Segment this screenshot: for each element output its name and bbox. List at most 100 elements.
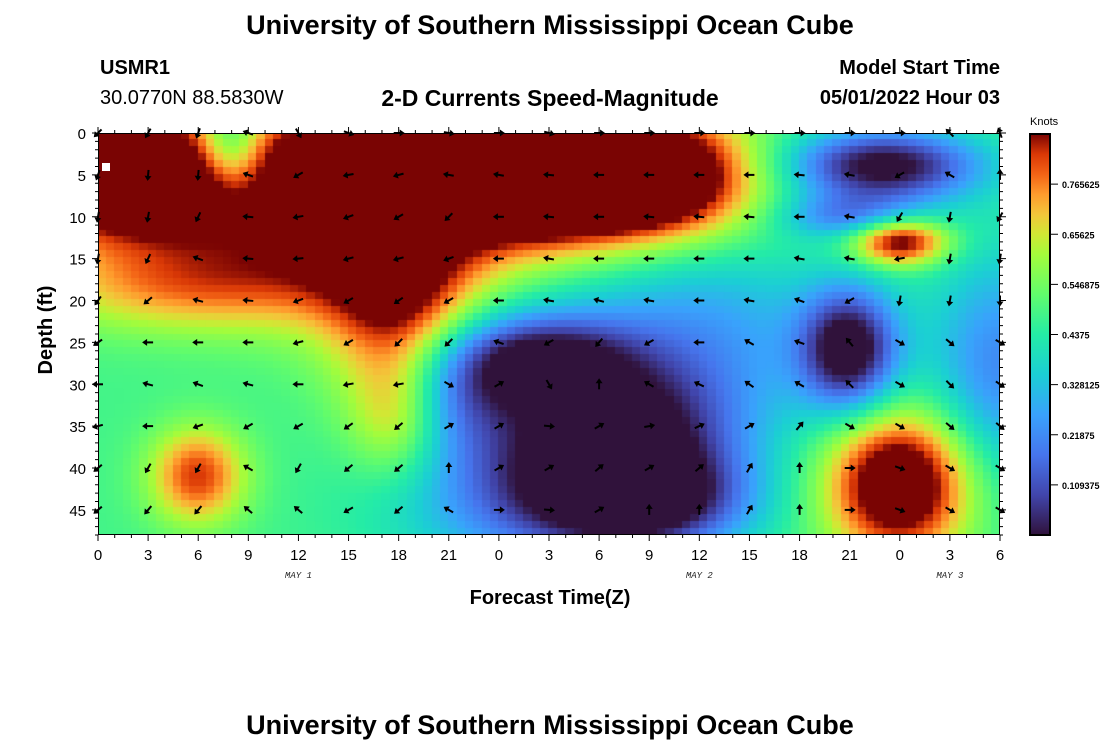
arrow-head <box>695 503 703 509</box>
arrow-head <box>493 338 500 346</box>
velocity-arrow <box>342 381 354 388</box>
velocity-arrow <box>543 339 554 346</box>
velocity-arrow <box>644 339 655 346</box>
velocity-arrow <box>144 169 152 181</box>
arrow-head <box>693 297 699 304</box>
arrow-head <box>94 258 102 265</box>
arrow-head <box>593 171 599 179</box>
velocity-arrow <box>494 380 505 388</box>
arrow-head <box>598 506 605 513</box>
arrow-head <box>93 507 100 514</box>
velocity-arrow <box>946 253 954 265</box>
arrow-head <box>443 297 450 305</box>
velocity-arrow <box>444 338 454 347</box>
velocity-arrow <box>242 380 254 388</box>
arrow-head <box>746 462 753 469</box>
arrow-head <box>194 216 201 223</box>
arrow-head <box>392 171 399 179</box>
x-tick-label: 6 <box>595 547 603 564</box>
velocity-arrow <box>793 171 805 179</box>
arrow-head <box>392 381 399 388</box>
arrow-head <box>843 254 850 262</box>
arrow-head <box>996 127 1003 134</box>
arrow-head <box>394 507 401 514</box>
velocity-arrow <box>944 171 955 179</box>
arrow-head <box>242 129 249 136</box>
arrow-head <box>242 213 248 221</box>
velocity-arrow <box>292 213 304 221</box>
arrow-head <box>948 424 955 430</box>
arrow-head <box>893 255 900 263</box>
velocity-arrow <box>492 213 504 221</box>
y-tick-label: 5 <box>78 168 86 185</box>
footer-title: University of Southern Mississippi Ocean… <box>246 710 854 740</box>
velocity-arrow <box>443 422 454 430</box>
velocity-arrow <box>743 255 755 263</box>
arrow-head <box>142 422 148 430</box>
y-axis-label: Depth (ft) <box>35 286 57 375</box>
velocity-arrow <box>845 380 854 389</box>
velocity-arrow <box>142 338 154 346</box>
velocity-arrow <box>793 338 805 346</box>
arrow-head <box>444 215 451 222</box>
arrow-head <box>793 296 800 304</box>
arrow-head <box>743 296 750 304</box>
arrow-head <box>946 258 954 265</box>
arrow-head <box>794 380 801 387</box>
day-label: MAY 3 <box>936 571 964 581</box>
arrow-head <box>949 507 956 514</box>
arrow-head <box>144 175 152 181</box>
x-axis-label: Forecast Time(Z) <box>470 587 631 609</box>
velocity-arrow <box>543 213 555 221</box>
arrow-head <box>144 217 152 223</box>
arrow-head <box>443 506 450 513</box>
velocity-arrow <box>392 381 404 388</box>
arrow-head <box>393 214 400 221</box>
arrow-head <box>898 381 905 388</box>
velocity-arrow <box>693 297 705 304</box>
arrow-head <box>593 296 600 304</box>
arrow-head <box>543 296 549 304</box>
arrow-head <box>843 171 850 179</box>
velocity-arrow <box>192 296 204 304</box>
velocity-arrow <box>894 171 905 179</box>
velocity-arrow <box>492 297 504 304</box>
velocity-arrow <box>945 464 956 472</box>
page-title: University of Southern Mississippi Ocean… <box>246 10 854 40</box>
velocity-arrow <box>292 297 304 305</box>
velocity-arrow <box>746 462 753 473</box>
arrow-head <box>645 503 653 509</box>
velocity-arrow <box>693 338 705 346</box>
arrow-head <box>293 506 300 512</box>
y-tick-label: 45 <box>69 503 86 520</box>
day-label: MAY 2 <box>686 571 714 581</box>
velocity-arrow <box>144 463 152 474</box>
arrow-head <box>294 467 301 474</box>
arrow-head <box>342 255 349 263</box>
arrow-head <box>648 464 655 471</box>
arrow-head <box>744 380 751 387</box>
arrow-head <box>194 175 202 181</box>
velocity-arrow <box>793 213 805 221</box>
velocity-arrow <box>194 211 202 223</box>
velocity-arrow <box>844 422 855 430</box>
velocity-arrow <box>593 296 605 304</box>
velocity-arrow <box>543 296 555 304</box>
arrow-head <box>595 340 602 347</box>
arrow-head <box>743 255 749 263</box>
arrow-head <box>999 507 1006 514</box>
arrow-head <box>793 338 800 346</box>
velocity-arrow <box>794 380 805 388</box>
arrow-head <box>744 338 751 345</box>
velocity-arrow <box>796 462 804 473</box>
arrow-head <box>144 258 151 265</box>
x-tick-label: 3 <box>946 547 954 564</box>
arrow-head <box>693 213 699 221</box>
arrow-head <box>192 380 199 388</box>
arrow-head <box>898 339 905 346</box>
colorbar-tick-label: 0.65625 <box>1062 230 1095 240</box>
velocity-arrow <box>844 506 856 514</box>
velocity-arrow <box>644 464 655 472</box>
arrow-head <box>92 422 98 430</box>
velocity-arrow <box>796 503 804 515</box>
